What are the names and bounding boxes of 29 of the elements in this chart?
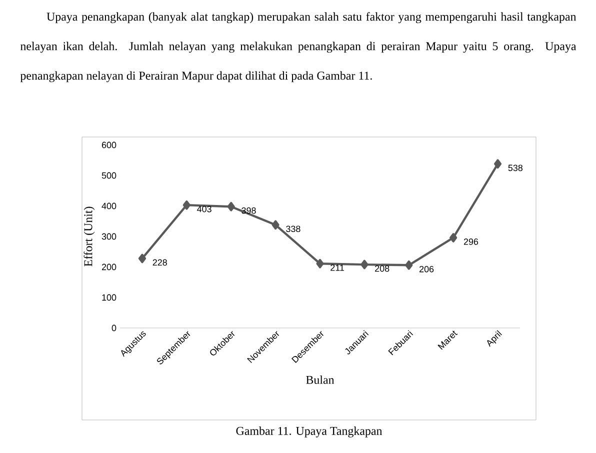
data-label: 211 <box>330 264 344 271</box>
y-tick-label: 0 <box>112 324 116 332</box>
point <box>227 202 235 212</box>
text: Gambar 11. Upaya Tangkapan <box>236 426 382 438</box>
point <box>360 260 368 270</box>
data-label: 228 <box>152 259 167 266</box>
data-label: 403 <box>197 206 212 212</box>
y-tick-label: 400 <box>102 202 116 210</box>
y-axis-title: Effort (Unit) <box>84 206 95 266</box>
data-label: 398 <box>242 207 256 214</box>
y-tick-label: 300 <box>102 233 116 240</box>
point <box>450 233 458 242</box>
point <box>405 260 413 270</box>
data-label: 208 <box>375 265 390 272</box>
data-label: 206 <box>420 266 434 272</box>
data-label: 296 <box>464 238 478 245</box>
point <box>272 220 280 230</box>
data-label: 538 <box>508 164 523 172</box>
point <box>494 159 502 169</box>
point <box>182 200 190 210</box>
x-axis-title: Bulan <box>306 376 334 384</box>
data-label: 338 <box>286 226 300 232</box>
text: Upaya penangkapan (banyak alat tangkap) merupakan salah satu faktor yang mempengaruhi hasil tangkapan nelayan ikan delah. Jumlah nelayan yang melakukan penangkapan di perairan Mapur yaitu 5 orang. Upaya penangkapan nelayan di Perairan Mapur dapat dilihat di pada Gambar 11. <box>20 12 576 82</box>
y-tick-label: 100 <box>102 294 116 301</box>
y-tick-label: 200 <box>102 264 116 270</box>
y-tick-label: 600 <box>102 142 116 148</box>
y-tick-label: 500 <box>102 172 116 179</box>
point <box>138 254 146 264</box>
point <box>316 258 324 268</box>
